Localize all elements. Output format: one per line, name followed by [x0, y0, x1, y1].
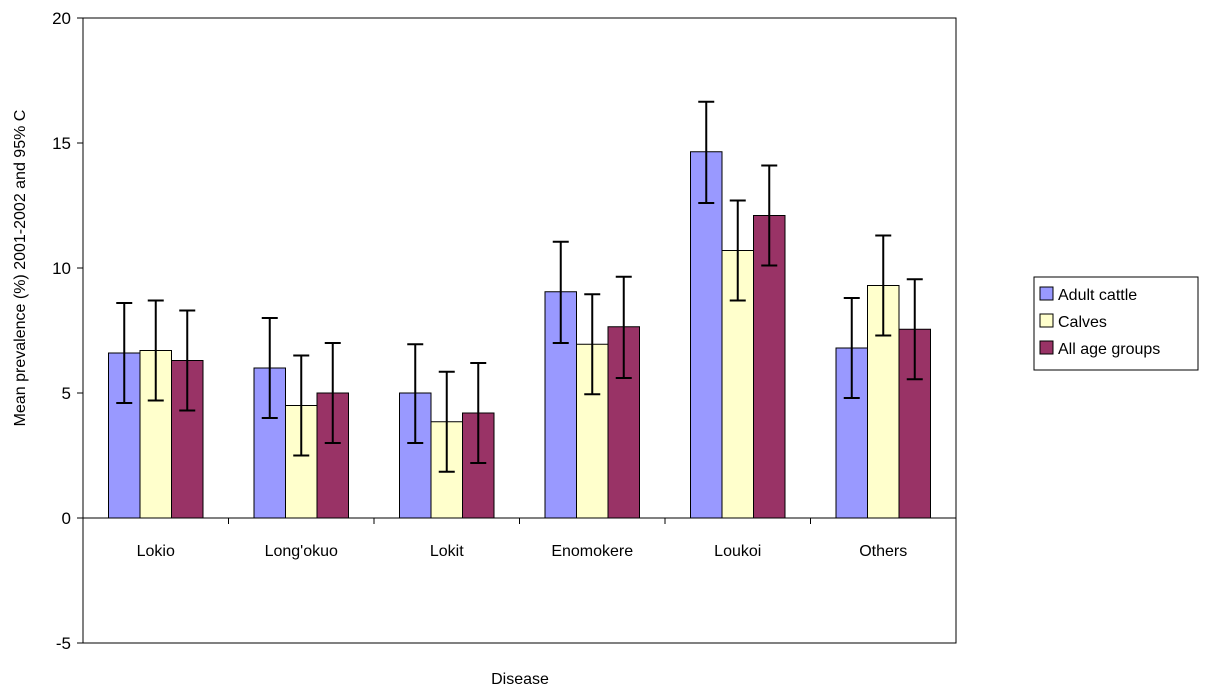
x-tick-label: Lokit: [430, 543, 464, 560]
x-tick-label: Others: [859, 543, 907, 560]
legend-label: All age groups: [1058, 341, 1160, 358]
axis-ticks: -5 0 5 10 15 20 Lokio Long'okuo Lokit Enomokere Lo…: [52, 9, 957, 653]
legend-swatch: [1039, 340, 1054, 355]
y-tick-label: -5: [56, 634, 71, 653]
y-tick-label: 20: [52, 9, 71, 28]
x-tick-label: Long'okuo: [265, 543, 338, 560]
bar-all-age-groups: [753, 215, 786, 519]
legend-box: [1033, 276, 1199, 371]
x-tick-label: Lokio: [137, 543, 175, 560]
bars: [108, 100, 931, 519]
x-tick-label: Loukoi: [714, 543, 761, 560]
legend-label: Adult cattle: [1058, 287, 1137, 304]
legend-swatch: [1039, 313, 1054, 328]
plot-frame: [82, 17, 957, 644]
legend: Adult cattle Calves All age groups: [1033, 276, 1199, 371]
y-axis-label: Mean prevalence (%) 2001-2002 and 95% C: [12, 110, 29, 427]
y-tick-label: 15: [52, 134, 71, 153]
legend-swatch: [1039, 286, 1054, 301]
x-tick-label: Enomokere: [551, 543, 633, 560]
bar-adult-cattle: [690, 151, 723, 519]
plot-area: [82, 17, 957, 644]
x-axis-label: Disease: [491, 671, 549, 688]
y-tick-label: 10: [52, 259, 71, 278]
y-tick-label: 5: [62, 384, 71, 403]
legend-label: Calves: [1058, 314, 1107, 331]
y-tick-label: 0: [62, 509, 71, 528]
